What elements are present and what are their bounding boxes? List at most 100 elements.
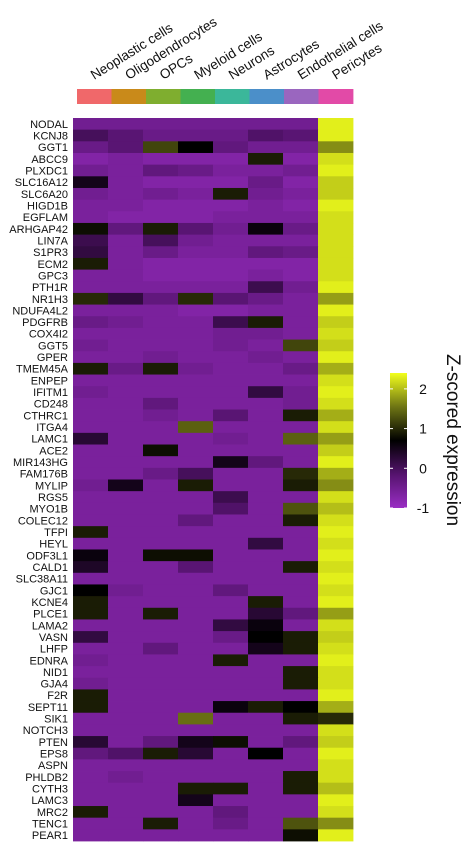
heatmap-cell [73,666,109,679]
heatmap-cell [283,222,319,236]
heatmap-cell [108,152,144,166]
heatmap-cell [318,327,354,340]
heatmap-cell [73,444,109,457]
heatmap-cell [283,199,319,212]
heatmap-cell [178,736,214,749]
heatmap-cell [248,397,284,410]
heatmap-cell [213,619,249,632]
heatmap-cell [248,456,284,469]
heatmap-cell [73,292,109,305]
heatmap-cell [318,642,354,655]
heatmap-cell [283,782,319,795]
heatmap-cell [213,421,249,434]
heatmap-cell [283,176,319,189]
heatmap-cell [73,187,109,201]
heatmap-cell [318,584,354,597]
heatmap-cell [318,199,354,212]
heatmap-cell [283,152,319,166]
heatmap-cell [213,386,249,399]
heatmap-cell [248,467,284,480]
heatmap-cell [283,281,319,294]
heatmap-cell [108,642,144,655]
heatmap-cell [108,397,144,410]
heatmap-cell [248,211,284,224]
heatmap-cell [143,152,179,166]
row-label: LAMC3 [31,795,68,807]
row-label: CALD1 [33,562,68,574]
heatmap-cell [73,199,109,212]
heatmap-cell [318,794,354,807]
heatmap-cell [178,491,214,504]
heatmap-cell [143,187,179,201]
heatmap-cell [178,771,214,784]
heatmap-cell [178,666,214,679]
heatmap-cell [178,677,214,690]
heatmap-cell [248,701,284,714]
heatmap-cell [143,444,179,457]
heatmap-cell [178,584,214,597]
heatmap-cell [143,806,179,819]
heatmap-cell [108,281,144,294]
heatmap-cell [318,561,354,574]
heatmap-cell [248,607,284,620]
heatmap-cell [143,479,179,492]
heatmap-cell [248,677,284,690]
heatmap-cell [318,222,354,236]
heatmap-cell [248,619,284,632]
row-label: COX4I2 [29,329,68,341]
row-label: KCNJ8 [33,130,68,142]
heatmap-cell [213,549,249,562]
heatmap-cell [108,677,144,690]
heatmap-cell [178,561,214,574]
heatmap-cell [73,549,109,562]
heatmap-cell [283,806,319,819]
heatmap-cell [248,794,284,807]
heatmap-cell [108,631,144,644]
heatmap-cell [318,211,354,224]
row-label: EDNRA [29,655,68,667]
row-label: PLCE1 [33,609,68,621]
heatmap-cell [213,607,249,620]
heatmap-cell [143,129,179,142]
column-color-swatch [249,89,285,104]
heatmap-cell [213,724,249,737]
heatmap-cell [248,584,284,597]
heatmap-cell [108,747,144,760]
heatmap-cell [318,736,354,749]
heatmap-cell [248,537,284,550]
heatmap-cell [318,526,354,539]
heatmap-cell [73,327,109,340]
heatmap-cell [108,351,144,364]
heatmap-cell [108,409,144,422]
heatmap-cell [73,642,109,655]
heatmap-cell [73,222,109,236]
heatmap-cell [213,631,249,644]
heatmap-cell [248,292,284,305]
heatmap-cell [213,118,249,131]
heatmap-cell [318,596,354,609]
heatmap-cell [248,712,284,725]
heatmap-cell [73,537,109,550]
heatmap-cell [108,736,144,749]
row-label: ARHGAP42 [9,224,68,236]
heatmap-cell [248,817,284,830]
heatmap-cell [143,304,179,317]
heatmap-cell [318,129,354,142]
heatmap-cell [283,736,319,749]
heatmap-cell [213,432,249,445]
heatmap-cell [248,141,284,154]
heatmap-cell [178,362,214,375]
heatmap-cell [178,619,214,632]
heatmap-cell [73,234,109,247]
heatmap-cell [318,654,354,667]
heatmap-cell [248,234,284,247]
heatmap-cell [73,176,109,189]
heatmap-cell [108,712,144,725]
heatmap-cell [213,479,249,492]
heatmap-cell [73,724,109,737]
colorbar-gradient [390,373,407,508]
heatmap-cell [73,619,109,632]
heatmap-cell [143,584,179,597]
heatmap-cell [108,222,144,236]
heatmap-cell [178,631,214,644]
